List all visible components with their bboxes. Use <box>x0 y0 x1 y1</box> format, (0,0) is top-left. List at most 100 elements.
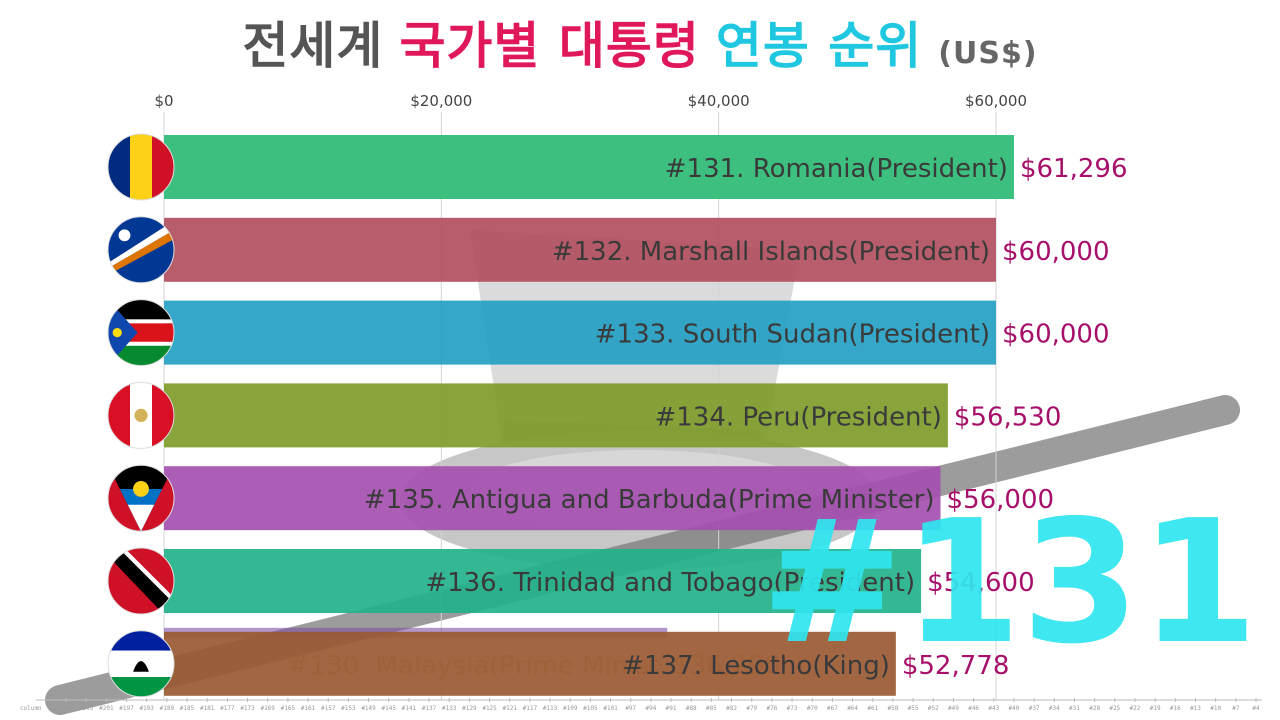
bar <box>164 631 896 696</box>
footer-tick-label: #19 <box>1150 705 1161 712</box>
bar-label: #131. Romania(President) <box>665 154 1008 184</box>
footer-tick-label: #94 <box>645 705 656 712</box>
bar-label: #136. Trinidad and Tobago(President) <box>425 568 915 598</box>
footer-tick-label: #117 <box>523 705 538 712</box>
footer-tick-label: #201 <box>99 705 114 712</box>
footer-tick-label: #181 <box>200 705 215 712</box>
footer-tick-label: #125 <box>482 705 497 712</box>
bar-value-label: $52,778 <box>902 651 1010 681</box>
footer-tick-label: #157 <box>321 705 336 712</box>
footer-tick-label: #137 <box>422 705 437 712</box>
footer-tick-label: #153 <box>341 705 356 712</box>
title-unit: (US$) <box>938 36 1038 71</box>
bar <box>164 466 941 531</box>
footer-tick-label: #49 <box>948 705 959 712</box>
title-part-2: 국가별 대통령 <box>399 17 700 75</box>
footer-tick-label: #113 <box>543 705 558 712</box>
footer-tick-label: #185 <box>180 705 195 712</box>
footer-tick-label: #73 <box>787 705 798 712</box>
x-tick-label: $0 <box>154 92 173 110</box>
footer-tick-label: #76 <box>767 705 778 712</box>
footer-tick-label: #189 <box>160 705 175 712</box>
footer-tick-label: #193 <box>139 705 154 712</box>
footer-tick-label: #61 <box>867 705 878 712</box>
footer-tick-label: #4 <box>1252 705 1260 712</box>
current-rank-indicator: #131 <box>760 484 1258 682</box>
footer-tick-label: #13 <box>1190 705 1201 712</box>
footer-tick-label: #46 <box>968 705 979 712</box>
footer-tick-label: #161 <box>301 705 316 712</box>
marshall-islands-flag-icon <box>108 216 174 283</box>
footer-tick-label: #91 <box>666 705 677 712</box>
footer-tick-label: #133 <box>442 705 457 712</box>
bar-label: #132. Marshall Islands(President) <box>552 237 990 267</box>
footer-tick-label: #129 <box>462 705 477 712</box>
footer-tick-label: #101 <box>603 705 618 712</box>
footer-tick-label: #55 <box>908 705 919 712</box>
footer-axis-title: column <box>20 705 42 712</box>
footer-tick-label: #165 <box>281 705 296 712</box>
footer-tick-label: #149 <box>361 705 376 712</box>
footer-tick-label: #37 <box>1029 705 1040 712</box>
bar-label: #137. Lesotho(King) <box>622 651 890 681</box>
bar-label: #133. South Sudan(President) <box>595 320 990 350</box>
footer-tick-label: #79 <box>746 705 757 712</box>
page-title: 전세계 국가별 대통령 연봉 순위 (US$) <box>0 6 1280 78</box>
footer-tick-label: #169 <box>260 705 275 712</box>
footer-tick-label: #43 <box>988 705 999 712</box>
footer-tick-label: #67 <box>827 705 838 712</box>
footer-tick-label: #10 <box>1210 705 1221 712</box>
bar-value-label: $56,530 <box>954 402 1062 432</box>
bar-value-label: $60,000 <box>1002 320 1110 350</box>
bar-value-label: $60,000 <box>1002 237 1110 267</box>
footer-tick-label: #121 <box>503 705 518 712</box>
footer-tick-label: #16 <box>1170 705 1181 712</box>
footer-tick-label: #88 <box>686 705 697 712</box>
footer-tick-label: #109 <box>563 705 578 712</box>
footer-tick-label: #97 <box>625 705 636 712</box>
south-sudan-flag-icon <box>108 299 174 366</box>
lesotho-flag-icon <box>108 630 174 697</box>
bar <box>164 549 922 613</box>
bar-value-label: $56,000 <box>947 485 1055 515</box>
footer-tick-label: #105 <box>583 705 598 712</box>
footer-tick-label: #7 <box>1232 705 1240 712</box>
footer-tick-label: #209 <box>59 705 74 712</box>
bar-label: #135. Antigua and Barbuda(Prime Minister… <box>364 485 935 515</box>
footer-tick-label: #141 <box>402 705 417 712</box>
footer-tick-label: #145 <box>381 705 396 712</box>
bar <box>164 383 948 448</box>
bar <box>164 300 996 365</box>
romania-flag-icon <box>108 134 174 200</box>
footer-tick-label: #85 <box>706 705 717 712</box>
footer-tick-label: #58 <box>888 705 899 712</box>
antigua-barbuda-flag-icon <box>108 465 174 532</box>
footer-tick-label: #64 <box>847 705 858 712</box>
x-tick-label: $40,000 <box>688 92 750 110</box>
footer-tick-label: #31 <box>1069 705 1080 712</box>
peru-flag-icon <box>108 382 174 449</box>
footer-tick-label: #40 <box>1009 705 1020 712</box>
footer-tick-label: #177 <box>220 705 235 712</box>
bar-label: #134. Peru(President) <box>654 402 941 432</box>
x-tick-label: $60,000 <box>965 92 1027 110</box>
footer-tick-label: #25 <box>1109 705 1120 712</box>
bar-value-label: $61,296 <box>1020 154 1128 184</box>
title-part-3: 연봉 순위 <box>715 17 923 75</box>
footer-tick-label: #197 <box>119 705 134 712</box>
footer-tick-label: #22 <box>1130 705 1141 712</box>
footer-tick-label: #34 <box>1049 705 1060 712</box>
trinidad-tobago-flag-icon <box>108 548 174 614</box>
footer-tick-label: #28 <box>1089 705 1100 712</box>
footer-tick-label: #70 <box>807 705 818 712</box>
bar <box>164 217 996 282</box>
bar-value-label: $54,600 <box>927 568 1035 598</box>
footer-tick-label: #173 <box>240 705 255 712</box>
x-tick-label: $20,000 <box>410 92 472 110</box>
footer-tick-label: #52 <box>928 705 939 712</box>
footer-tick-label: #82 <box>726 705 737 712</box>
footer-tick-label: #205 <box>79 705 94 712</box>
bar <box>164 135 1014 199</box>
title-part-1: 전세계 <box>242 17 384 75</box>
